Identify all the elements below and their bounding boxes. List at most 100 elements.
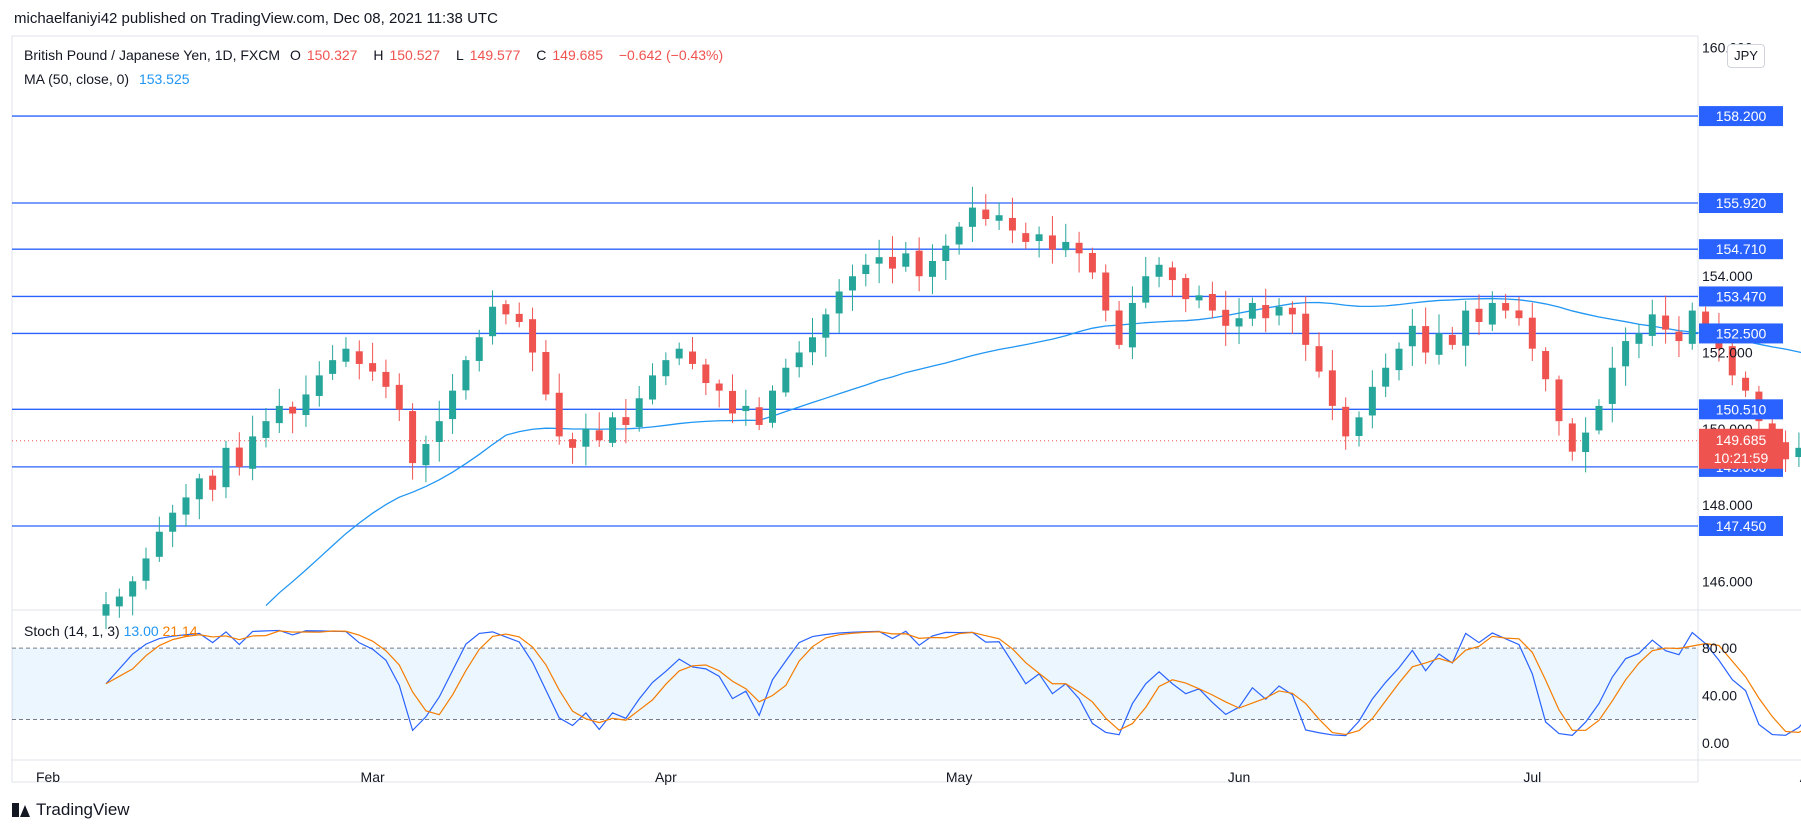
- candle: [968, 186, 976, 242]
- candle-body: [582, 428, 590, 447]
- stoch-label: Stoch (14, 1, 3): [24, 623, 120, 639]
- candle: [1568, 418, 1576, 461]
- candle: [742, 389, 750, 426]
- level-label: 150.510: [1716, 401, 1767, 417]
- candle: [1075, 231, 1083, 273]
- candle: [862, 253, 870, 287]
- candle-body: [982, 209, 990, 220]
- candle-body: [1022, 233, 1030, 242]
- candle: [782, 358, 790, 397]
- candle-body: [1248, 302, 1256, 319]
- candle-body: [515, 313, 523, 322]
- candle-body: [1795, 447, 1801, 458]
- level-label-box: [1699, 239, 1783, 260]
- candle-body: [1675, 331, 1683, 342]
- tradingview-logo-icon: [12, 803, 30, 817]
- candle: [1142, 256, 1150, 309]
- candle-body: [1528, 317, 1536, 349]
- candle: [195, 473, 203, 520]
- candle-body: [1288, 307, 1296, 315]
- candle: [1115, 301, 1123, 350]
- candle: [409, 403, 417, 480]
- candle-body: [1662, 315, 1670, 330]
- candle: [142, 547, 150, 590]
- candle-body: [1488, 302, 1496, 325]
- candle-body: [1155, 264, 1163, 277]
- candle: [1155, 257, 1163, 288]
- stoch-band-fill: [12, 648, 1698, 720]
- candle-body: [635, 398, 643, 427]
- candle-body: [782, 367, 790, 393]
- candle-body: [875, 257, 883, 264]
- candle-body: [329, 360, 337, 374]
- level-label-box: [1699, 106, 1783, 127]
- candle-body: [209, 475, 217, 490]
- stoch-tick-label: 80.00: [1702, 640, 1737, 656]
- close-value: C 149.685: [536, 47, 603, 63]
- candle: [1622, 327, 1630, 386]
- high-value: H 150.527: [373, 47, 441, 63]
- candle: [1368, 370, 1376, 429]
- candle: [542, 340, 550, 401]
- candle-body: [1355, 417, 1363, 437]
- last-price-label: 149.685: [1716, 432, 1767, 448]
- candle-body: [1448, 334, 1456, 345]
- candle-body: [142, 558, 150, 581]
- level-label-box: [1699, 193, 1783, 214]
- candle-body: [902, 253, 910, 267]
- candle: [155, 516, 163, 562]
- currency-button[interactable]: JPY: [1727, 44, 1765, 68]
- candle: [995, 202, 1003, 230]
- candle: [1128, 286, 1136, 360]
- candle-body: [1102, 272, 1110, 311]
- candle-body: [795, 352, 803, 368]
- candle-body: [1315, 346, 1323, 372]
- candle: [555, 373, 563, 445]
- candle-body: [1235, 318, 1243, 327]
- candle-body: [569, 439, 577, 448]
- candle: [1022, 222, 1030, 249]
- level-label: 153.470: [1716, 288, 1767, 304]
- candle-body: [1395, 348, 1403, 371]
- candle-body: [968, 207, 976, 227]
- candle-body: [435, 421, 443, 442]
- candle-body: [449, 390, 457, 420]
- candle: [1448, 326, 1456, 350]
- candle: [1408, 309, 1416, 366]
- candle: [1488, 291, 1496, 332]
- candle-body: [529, 319, 537, 353]
- candle-body: [222, 447, 230, 488]
- open-value: O 150.327: [289, 47, 358, 63]
- time-tick-label: Feb: [36, 769, 60, 785]
- candle: [875, 239, 883, 284]
- time-tick-label: May: [946, 769, 972, 785]
- candle-body: [995, 215, 1003, 221]
- candle: [1502, 293, 1510, 319]
- candle: [915, 237, 923, 292]
- candle-body: [235, 447, 243, 467]
- candle: [715, 379, 723, 408]
- candle-body: [862, 264, 870, 275]
- attribution-text: michaelfaniyi42 published on TradingView…: [14, 10, 498, 27]
- candle: [1688, 302, 1696, 350]
- candle-body: [1368, 386, 1376, 416]
- candle-body: [302, 394, 310, 416]
- candle: [355, 340, 363, 380]
- level-label: 155.920: [1716, 195, 1767, 211]
- candle: [1555, 375, 1563, 436]
- time-tick-label: Apr: [655, 769, 677, 785]
- candle: [808, 317, 816, 366]
- candle: [955, 221, 963, 255]
- candle: [675, 342, 683, 366]
- candle-body: [502, 304, 510, 315]
- candle-body: [395, 384, 403, 410]
- stoch-legend: Stoch (14, 1, 3) 13.00 21.14: [24, 623, 198, 639]
- candle-body: [1328, 370, 1336, 406]
- candle: [1782, 430, 1790, 472]
- candle: [1542, 347, 1550, 392]
- candle-body: [1475, 308, 1483, 322]
- candle-body: [649, 375, 657, 400]
- candle-body: [155, 531, 163, 557]
- tradingview-brand[interactable]: TradingView: [12, 800, 130, 820]
